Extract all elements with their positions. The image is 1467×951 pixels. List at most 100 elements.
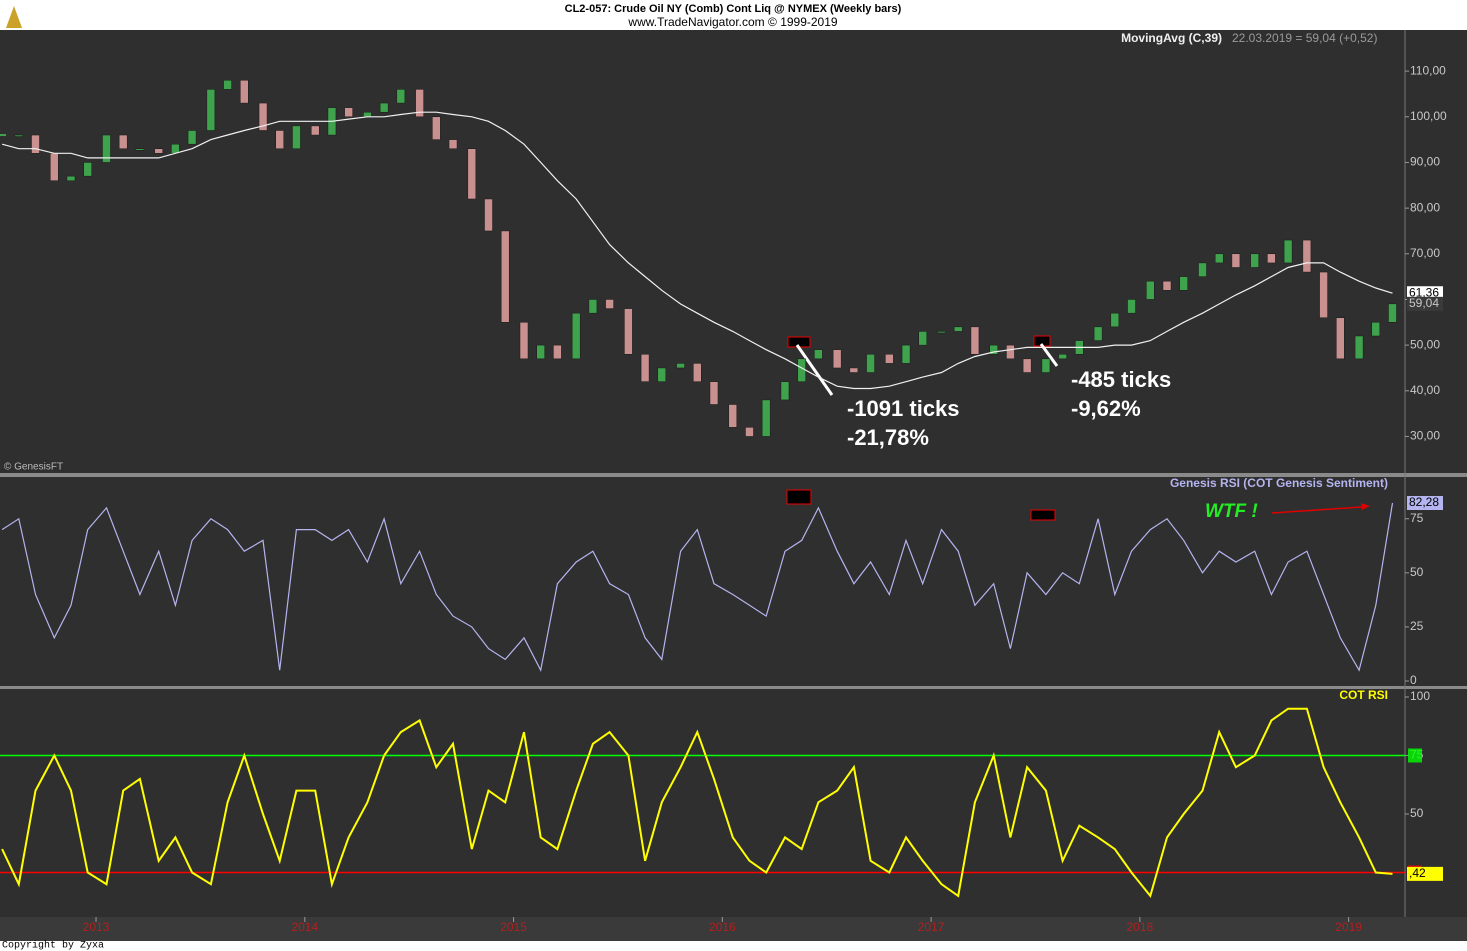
ma-info: 22.03.2019 = 59,04 (+0,52): [1232, 31, 1377, 45]
candle: [1162, 280, 1172, 291]
candle: [223, 79, 232, 90]
y-tick-label: 70,00: [1410, 246, 1440, 260]
candle: [832, 349, 842, 369]
candle: [780, 381, 790, 401]
candle: [1214, 253, 1224, 264]
candle: [1022, 358, 1032, 373]
y-tick-label: 100,00: [1410, 109, 1447, 123]
candle: [1198, 262, 1207, 277]
candle: [1283, 239, 1293, 264]
y-tick-label: 40,00: [1410, 383, 1440, 397]
credit: © GenesisFT: [4, 462, 63, 473]
candle: [500, 230, 510, 323]
candle: [1354, 335, 1364, 360]
candle: [1058, 354, 1067, 360]
candle: [467, 148, 477, 200]
candle: [1250, 253, 1259, 268]
candle: [1041, 358, 1051, 373]
y-tick-label: 80,00: [1410, 200, 1440, 214]
y-tick-label: 100: [1410, 689, 1430, 703]
candle: [14, 134, 24, 137]
candle: [118, 134, 128, 149]
y-tick-label: 90,00: [1410, 155, 1440, 169]
candle: [31, 134, 40, 154]
candle: [676, 363, 685, 369]
candle: [83, 162, 92, 177]
last-value-box: [1407, 286, 1443, 301]
candle: [415, 89, 424, 118]
panel-separator: [0, 473, 1467, 477]
x-tick-label: 2017: [918, 920, 945, 934]
level-marker: [1408, 748, 1422, 763]
candle: [50, 153, 59, 181]
x-tick-label: 2015: [500, 920, 527, 934]
candle: [918, 331, 927, 346]
last-value-box: [1407, 496, 1443, 511]
x-tick-label: 2014: [291, 920, 318, 934]
candle: [937, 331, 946, 334]
x-tick-label: 2019: [1335, 920, 1362, 934]
candle: [588, 299, 598, 314]
last-value-label: 82,28: [1409, 495, 1439, 509]
series-line: [1, 707, 1393, 899]
ma-legend: MovingAvg (C,39): [1121, 31, 1222, 45]
arrow: [1271, 506, 1363, 514]
candle: [363, 111, 372, 118]
candle: [519, 322, 529, 360]
last-value-label: 61,36: [1409, 285, 1439, 299]
candle: [901, 344, 911, 364]
x-tick-label: 2018: [1127, 920, 1154, 934]
candle: [1302, 239, 1312, 273]
candle: [640, 354, 650, 382]
candle: [240, 79, 249, 104]
panel-separator: [0, 686, 1467, 689]
candle: [866, 354, 875, 373]
candle: [605, 299, 614, 309]
chart-subtitle: www.TradeNavigator.com © 1999-2019: [627, 15, 837, 29]
candle: [1371, 322, 1381, 337]
candle: [761, 399, 771, 437]
chart-title: CL2-057: Crude Oil NY (Comb) Cont Liq @ …: [565, 3, 902, 15]
candle: [154, 148, 163, 154]
candle: [1093, 326, 1103, 341]
candle: [1179, 276, 1188, 291]
arrow-head: [1361, 503, 1370, 510]
candle: [292, 125, 301, 149]
candle: [989, 344, 998, 355]
candle: [657, 367, 667, 382]
last-value-label: 59,04: [1409, 296, 1439, 310]
y-tick-label: 50: [1410, 565, 1424, 579]
candle: [102, 134, 111, 163]
candle: [1006, 344, 1015, 360]
x-tick-label: 2016: [709, 920, 736, 934]
candle: [536, 344, 545, 360]
candle: [484, 198, 493, 232]
y-tick-label: 50,00: [1410, 337, 1440, 351]
candle: [797, 358, 806, 382]
candle: [1267, 253, 1276, 264]
candle: [745, 427, 754, 437]
candle: [1388, 303, 1397, 323]
last-value-box: [1407, 296, 1443, 311]
candle: [1146, 280, 1155, 300]
last-value-label: ,42: [1409, 866, 1426, 880]
candle: [396, 89, 406, 104]
y-tick-label: 30,00: [1410, 429, 1440, 443]
drop-line: [795, 344, 834, 396]
candle: [814, 349, 823, 360]
y-tick-label: 110,00: [1410, 63, 1446, 77]
rsi-legend: Genesis RSI (COT Genesis Sentiment): [1170, 476, 1388, 490]
candle: [1336, 317, 1345, 360]
candle: [135, 148, 145, 151]
candle: [709, 381, 719, 405]
last-value-box: [1407, 866, 1443, 881]
candle: [310, 125, 320, 136]
candle: [885, 354, 894, 364]
candle: [849, 367, 859, 373]
y-tick-label: 25: [1410, 619, 1424, 633]
highlight-box: [1030, 509, 1056, 521]
candle: [1231, 253, 1241, 268]
candle: [728, 404, 738, 428]
candle: [571, 312, 581, 360]
